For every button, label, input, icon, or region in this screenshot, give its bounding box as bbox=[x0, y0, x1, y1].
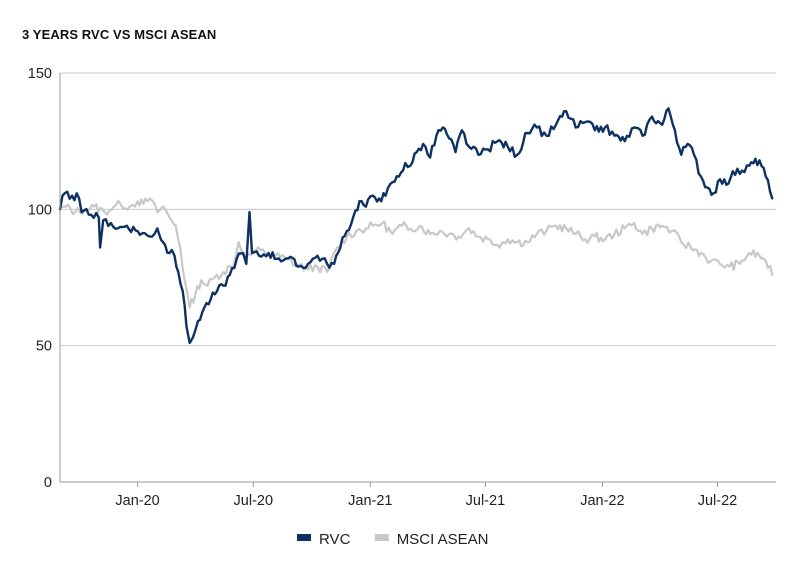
legend-label-msci-asean: MSCI ASEAN bbox=[397, 531, 489, 548]
y-tick-label: 100 bbox=[28, 202, 52, 218]
legend: RVC MSCI ASEAN bbox=[297, 531, 489, 548]
y-tick-label: 50 bbox=[36, 339, 52, 355]
x-tick-label: Jul-22 bbox=[698, 493, 738, 509]
x-tick-label: Jan-21 bbox=[348, 493, 392, 509]
gridlines bbox=[60, 72, 776, 483]
legend-label-rvc: RVC bbox=[319, 531, 351, 548]
series-lines bbox=[58, 107, 774, 345]
y-tick-label: 0 bbox=[44, 475, 52, 491]
y-tick-label: 150 bbox=[28, 66, 52, 82]
x-tick-label: Jan-22 bbox=[580, 493, 624, 509]
series-line-rvc bbox=[58, 107, 774, 345]
x-tick-label: Jul-21 bbox=[466, 493, 506, 509]
axes: 0 50 100 150 Jan-20 Jul-20 Jan-21 Jul-21 Jan-22 J… bbox=[28, 66, 737, 509]
legend-swatch-rvc bbox=[297, 534, 311, 541]
series-line-msci-asean bbox=[58, 197, 774, 309]
x-tick-label: Jan-20 bbox=[115, 493, 159, 509]
legend-swatch-msci-asean bbox=[374, 534, 389, 541]
chart-title: 3 YEARS RVC VS MSCI ASEAN bbox=[22, 27, 217, 42]
x-tick-label: Jul-20 bbox=[234, 493, 274, 509]
